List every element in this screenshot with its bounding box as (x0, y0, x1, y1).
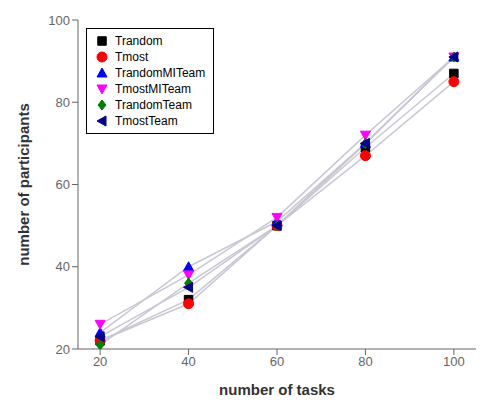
svg-text:60: 60 (270, 354, 284, 369)
svg-text:40: 40 (56, 259, 70, 274)
html-text:Tmost: Tmost (115, 50, 149, 64)
svg-text:40: 40 (181, 354, 195, 369)
svg-text:80: 80 (358, 354, 372, 369)
html-text:Trandom: Trandom (115, 34, 163, 48)
svg-text:60: 60 (56, 177, 70, 192)
html-text:TrandomMITeam: TrandomMITeam (115, 66, 206, 80)
svg-text:100: 100 (443, 354, 465, 369)
svg-text:20: 20 (56, 342, 70, 357)
svg-text:number of tasks: number of tasks (219, 381, 335, 398)
svg-text:number of participants: number of participants (15, 103, 32, 266)
svg-text:20: 20 (93, 354, 107, 369)
html-text:TmostMITeam: TmostMITeam (115, 82, 191, 96)
svg-text:80: 80 (56, 95, 70, 110)
html-text:TmostTeam: TmostTeam (115, 114, 178, 128)
svg-text:100: 100 (48, 13, 70, 28)
html-text:TrandomTeam: TrandomTeam (115, 98, 192, 112)
